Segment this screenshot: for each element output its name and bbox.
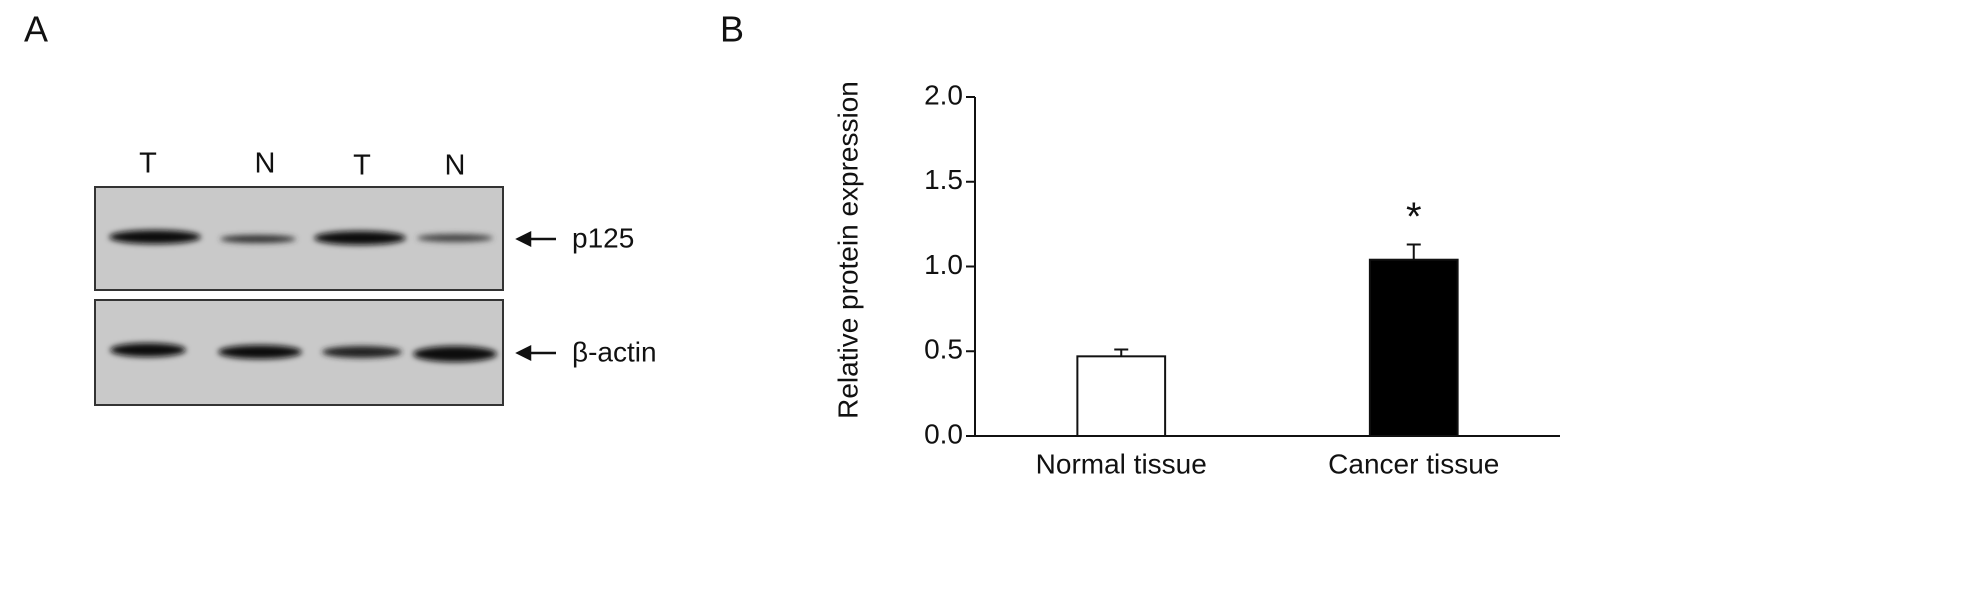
bar xyxy=(1076,355,1167,437)
y-axis-label: Relative protein expression xyxy=(832,81,863,419)
arrow-head xyxy=(515,230,532,248)
band xyxy=(110,343,186,357)
significance-mark: * xyxy=(1406,195,1422,239)
bar xyxy=(1368,258,1459,437)
blot-label: β-actin xyxy=(572,336,657,367)
y-tick-label: 2.0 xyxy=(924,79,963,110)
x-tick-label: Cancer tissue xyxy=(1328,448,1499,479)
band xyxy=(322,346,402,358)
lane-label: T xyxy=(139,148,157,180)
arrows xyxy=(515,230,556,362)
band xyxy=(220,235,296,243)
arrow-head xyxy=(515,344,532,362)
plot: 0.0 0.5 1.0 1.5 2.0 Normal tissue Cancer tissu… xyxy=(924,79,1560,479)
band xyxy=(218,345,302,359)
band xyxy=(109,230,201,244)
lane-label: N xyxy=(255,148,276,180)
band xyxy=(413,346,497,362)
x-tick-label: Normal tissue xyxy=(1036,448,1207,479)
y-tick-label: 0.0 xyxy=(924,418,963,449)
error-bar xyxy=(1114,348,1129,357)
y-tick-label: 1.5 xyxy=(924,164,963,195)
y-tick-label: 1.0 xyxy=(924,249,963,280)
panel-label: B xyxy=(720,9,744,50)
error-bar xyxy=(1406,243,1421,260)
blot-top xyxy=(94,186,504,291)
y-tick-label: 0.5 xyxy=(924,334,963,365)
band xyxy=(314,231,406,245)
panel-label: A xyxy=(24,9,48,50)
band xyxy=(417,234,493,242)
blot-label: p125 xyxy=(572,222,634,253)
blot-bottom xyxy=(94,299,504,406)
lane-label: T xyxy=(353,150,371,182)
lane-label: N xyxy=(445,150,466,182)
